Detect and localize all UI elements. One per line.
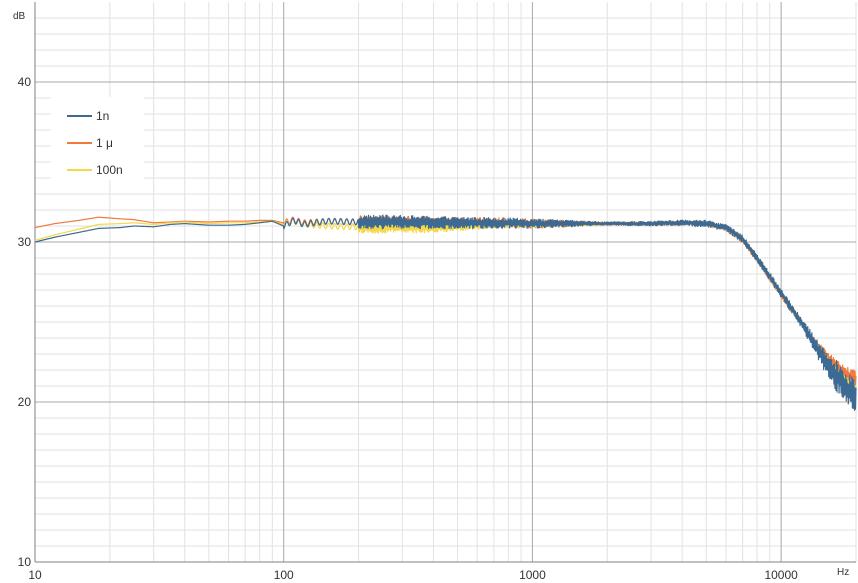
tick-labels: 10 100 1000 10000 10 20 30 40 bbox=[18, 75, 798, 582]
legend: 1n 1 μ 100n bbox=[51, 97, 144, 180]
x-tick-label: 10000 bbox=[764, 568, 798, 582]
legend-label-100n: 100n bbox=[96, 163, 123, 177]
x-tick-label: 10 bbox=[28, 568, 42, 582]
legend-item-100n: 100n bbox=[67, 163, 123, 177]
minor-gridlines-vertical bbox=[109, 2, 857, 562]
legend-label-1u: 1 μ bbox=[96, 136, 113, 150]
x-tick-label: 1000 bbox=[519, 568, 546, 582]
y-unit-label: dB bbox=[13, 11, 26, 22]
x-unit-label: Hz bbox=[837, 567, 849, 578]
y-tick-label: 10 bbox=[18, 555, 32, 569]
legend-label-1n: 1n bbox=[96, 109, 109, 123]
series-line-0 bbox=[34, 214, 857, 411]
major-gridlines bbox=[34, 2, 856, 563]
y-tick-label: 40 bbox=[18, 75, 32, 89]
series-layer bbox=[34, 214, 857, 411]
legend-item-1n: 1n bbox=[67, 109, 109, 123]
legend-box bbox=[51, 97, 144, 180]
y-tick-label: 30 bbox=[18, 235, 32, 249]
axes bbox=[34, 2, 856, 563]
legend-item-1u: 1 μ bbox=[67, 136, 113, 150]
x-tick-label: 100 bbox=[274, 568, 294, 582]
minor-gridlines-horizontal bbox=[35, 17, 856, 547]
series-line-2 bbox=[34, 218, 857, 393]
y-tick-label: 20 bbox=[18, 395, 32, 409]
series-line-1 bbox=[34, 215, 857, 386]
